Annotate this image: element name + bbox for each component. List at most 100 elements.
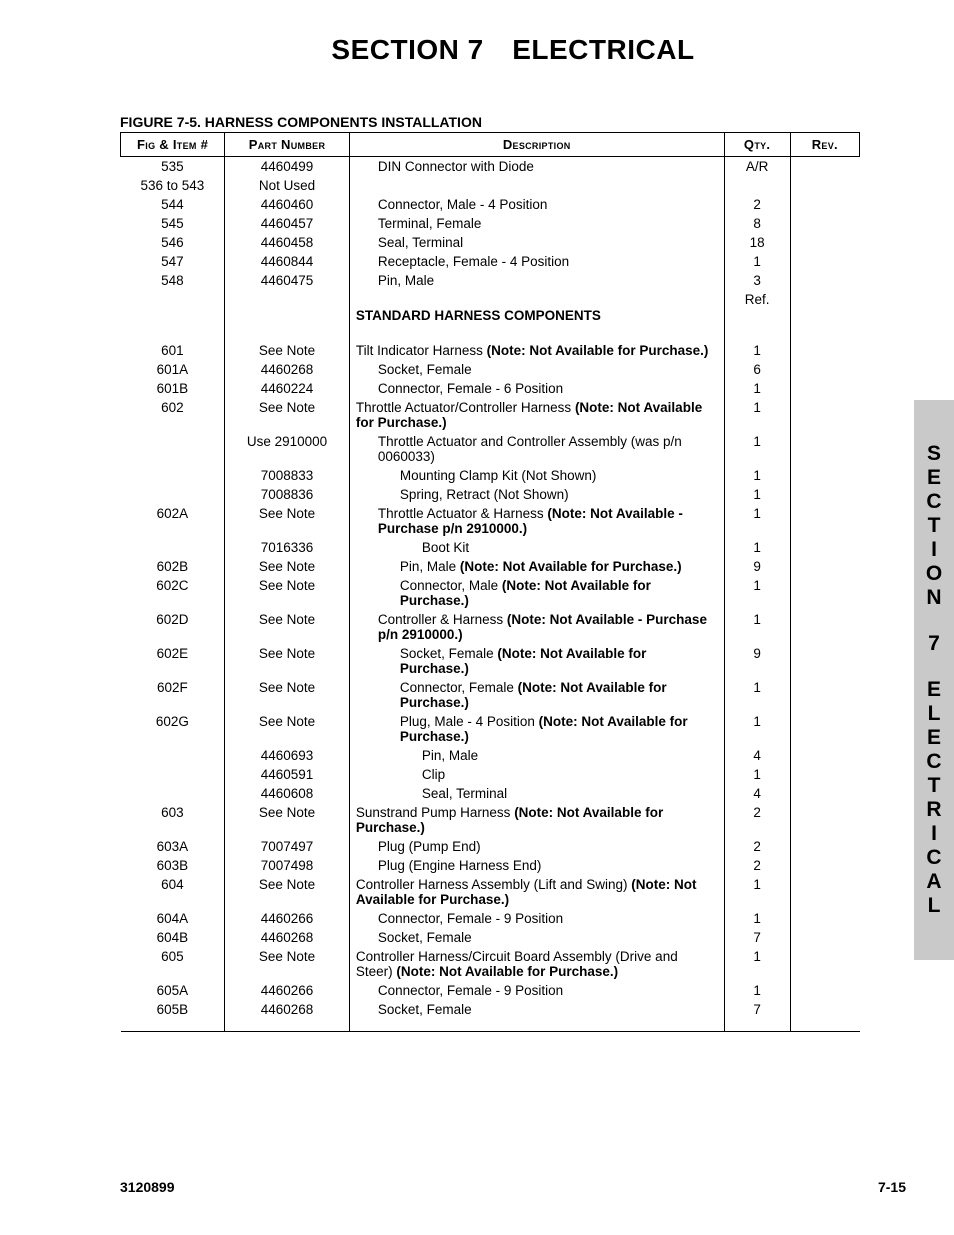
table-cell: 4460475	[225, 271, 350, 290]
table-cell: See Note	[225, 576, 350, 610]
table-row: 602FSee NoteConnector, Female (Note: Not…	[121, 678, 860, 712]
table-row: STANDARD HARNESS COMPONENTSRef.	[121, 290, 860, 341]
table-cell: 7016336	[225, 538, 350, 557]
table-body: 5354460499DIN Connector with DiodeA/R536…	[121, 157, 860, 1032]
table-cell: 2	[724, 856, 790, 875]
table-cell: See Note	[225, 398, 350, 432]
table-cell: 1	[724, 485, 790, 504]
side-tab-char: L	[928, 894, 941, 918]
table-cell: 1	[724, 398, 790, 432]
table-cell: Throttle Actuator and Controller Assembl…	[349, 432, 724, 466]
table-cell	[790, 928, 859, 947]
table-cell	[790, 610, 859, 644]
table-cell	[790, 947, 859, 981]
table-cell: 602B	[121, 557, 225, 576]
table-cell: 9	[724, 557, 790, 576]
table-cell	[790, 379, 859, 398]
table-cell	[121, 765, 225, 784]
table-cell: Not Used	[225, 176, 350, 195]
table-cell	[790, 214, 859, 233]
table-cell: 603	[121, 803, 225, 837]
table-cell: Seal, Terminal	[349, 784, 724, 803]
table-row: 5454460457Terminal, Female8	[121, 214, 860, 233]
table-row: 7008833Mounting Clamp Kit (Not Shown)1	[121, 466, 860, 485]
table-cell: Clip	[349, 765, 724, 784]
table-row: 602CSee NoteConnector, Male (Note: Not A…	[121, 576, 860, 610]
table-cell: See Note	[225, 504, 350, 538]
table-row: 601A4460268Socket, Female6	[121, 360, 860, 379]
side-tab-char: 7	[928, 632, 940, 656]
table-cell: 601	[121, 341, 225, 360]
table-cell: Spring, Retract (Not Shown)	[349, 485, 724, 504]
table-cell: 4460268	[225, 1000, 350, 1032]
table-cell: 4460460	[225, 195, 350, 214]
table-cell: 1	[724, 712, 790, 746]
table-cell: 7007497	[225, 837, 350, 856]
table-cell: 3	[724, 271, 790, 290]
table-cell: 1	[724, 909, 790, 928]
table-cell	[724, 176, 790, 195]
table-cell: 4460268	[225, 360, 350, 379]
table-row: 7016336Boot Kit1	[121, 538, 860, 557]
table-cell: Pin, Male	[349, 271, 724, 290]
table-cell: 601B	[121, 379, 225, 398]
table-cell: 604A	[121, 909, 225, 928]
table-row: 604See NoteController Harness Assembly (…	[121, 875, 860, 909]
table-cell: 602	[121, 398, 225, 432]
table-row: 602BSee NotePin, Male (Note: Not Availab…	[121, 557, 860, 576]
table-cell: 4460499	[225, 157, 350, 177]
table-row: 604A4460266Connector, Female - 9 Positio…	[121, 909, 860, 928]
table-row: 5354460499DIN Connector with DiodeA/R	[121, 157, 860, 177]
table-cell	[790, 1000, 859, 1032]
table-cell: 2	[724, 837, 790, 856]
table-cell: Seal, Terminal	[349, 233, 724, 252]
table-cell: 4460224	[225, 379, 350, 398]
table-cell: Plug (Engine Harness End)	[349, 856, 724, 875]
table-cell: 604B	[121, 928, 225, 947]
table-cell: 2	[724, 195, 790, 214]
table-cell: 547	[121, 252, 225, 271]
footer: 3120899 7-15	[120, 1179, 906, 1195]
table-cell	[790, 909, 859, 928]
table-cell	[790, 557, 859, 576]
table-cell	[790, 466, 859, 485]
table-cell: 4460693	[225, 746, 350, 765]
table-cell: 7008833	[225, 466, 350, 485]
table-cell: 7	[724, 928, 790, 947]
table-cell: 605A	[121, 981, 225, 1000]
table-row: 603B7007498Plug (Engine Harness End)2	[121, 856, 860, 875]
table-cell: 602F	[121, 678, 225, 712]
table-cell: 602E	[121, 644, 225, 678]
table-cell: 603A	[121, 837, 225, 856]
table-cell: Connector, Female (Note: Not Available f…	[349, 678, 724, 712]
table-cell: Socket, Female	[349, 928, 724, 947]
table-cell: 2	[724, 803, 790, 837]
footer-right: 7-15	[878, 1179, 906, 1195]
table-row: 605A4460266Connector, Female - 9 Positio…	[121, 981, 860, 1000]
table-cell: 1	[724, 341, 790, 360]
table-cell: Controller Harness/Circuit Board Assembl…	[349, 947, 724, 981]
table-cell: 602D	[121, 610, 225, 644]
table-cell: 602C	[121, 576, 225, 610]
table-cell: 1	[724, 678, 790, 712]
table-cell: 1	[724, 432, 790, 466]
table-row: 603A7007497Plug (Pump End)2	[121, 837, 860, 856]
table-cell	[790, 712, 859, 746]
table-cell: 548	[121, 271, 225, 290]
table-cell	[790, 398, 859, 432]
table-cell: 7008836	[225, 485, 350, 504]
table-cell	[790, 765, 859, 784]
table-cell	[790, 837, 859, 856]
table-row: 605See NoteController Harness/Circuit Bo…	[121, 947, 860, 981]
table-cell: Pin, Male	[349, 746, 724, 765]
th-qty: Qty.	[724, 133, 790, 157]
table-cell: A/R	[724, 157, 790, 177]
table-cell: 535	[121, 157, 225, 177]
table-cell: 4460458	[225, 233, 350, 252]
table-cell	[790, 746, 859, 765]
side-tab-char: C	[926, 750, 941, 774]
table-cell: Socket, Female	[349, 1000, 724, 1032]
side-tab-char: C	[926, 490, 941, 514]
table-cell	[349, 176, 724, 195]
table-cell	[790, 644, 859, 678]
